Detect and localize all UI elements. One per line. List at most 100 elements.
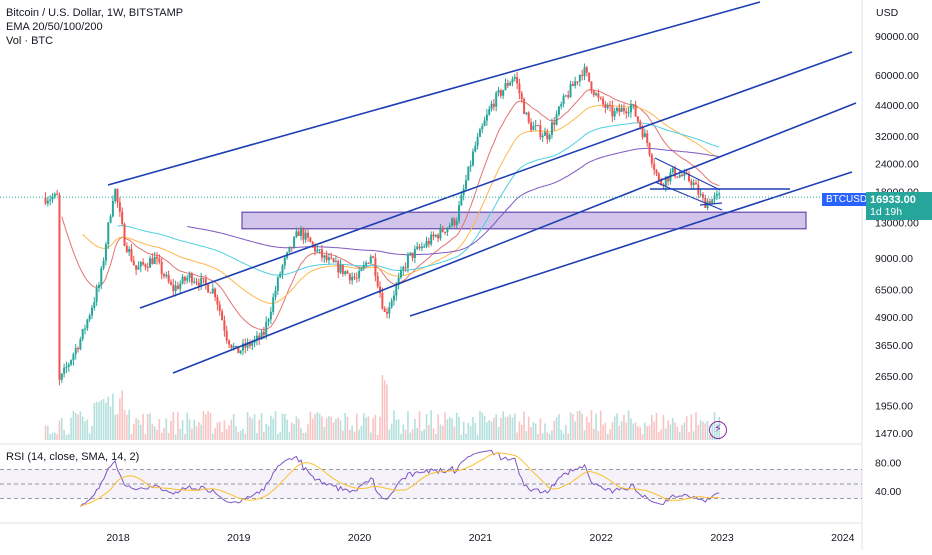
volume-bar — [702, 421, 704, 440]
volume-bar — [537, 434, 539, 440]
candle-body — [116, 189, 119, 203]
wedge-upper-line — [654, 157, 721, 191]
volume-bar — [86, 419, 89, 440]
candle-body — [81, 329, 84, 340]
candle-body — [478, 129, 481, 137]
volume-bar — [648, 425, 651, 440]
volume-bar — [490, 421, 493, 440]
volume-bar — [149, 413, 151, 440]
volume-bar — [697, 424, 700, 440]
volume-bar — [667, 420, 669, 440]
candle-body — [72, 354, 75, 361]
volume-bar — [223, 420, 226, 440]
candle-body — [506, 83, 509, 86]
volume-bar — [123, 409, 126, 440]
candle-body — [104, 244, 107, 261]
candle-body — [471, 151, 474, 166]
candle-body — [469, 165, 472, 167]
candle-body — [581, 74, 584, 77]
volume-bar — [272, 418, 274, 440]
candle-body — [602, 98, 605, 105]
candle-body — [458, 205, 461, 221]
volume-bar — [253, 414, 256, 440]
volume-bar — [709, 434, 711, 440]
volume-bar — [572, 414, 574, 440]
volume-bar — [205, 414, 207, 440]
candle-body — [146, 266, 149, 268]
candle-body — [216, 297, 219, 305]
candle-body — [181, 276, 184, 284]
volume-bar — [195, 426, 198, 440]
volume-bar — [142, 413, 144, 440]
candle-body — [355, 277, 358, 279]
volume-bar — [65, 434, 68, 440]
candle-body — [297, 231, 300, 236]
volume-bar — [174, 434, 177, 440]
volume-bar — [507, 416, 509, 440]
volume-bar — [574, 421, 576, 440]
volume-bar — [546, 432, 549, 440]
volume-bar — [198, 422, 200, 440]
volume-bar — [462, 421, 465, 440]
candle-body — [467, 166, 470, 181]
volume-bar — [695, 412, 697, 440]
volume-bar — [230, 419, 233, 440]
volume-bar — [655, 412, 658, 440]
candle-body — [246, 342, 249, 348]
volume-bar — [72, 410, 75, 440]
volume-bar — [151, 423, 154, 440]
candle-body — [255, 335, 258, 340]
lightning-icon[interactable]: ⚡ — [709, 421, 727, 439]
candle-body — [304, 232, 307, 240]
candle-body — [715, 193, 718, 196]
candle-body — [239, 350, 242, 354]
volume-bar — [114, 414, 117, 440]
candle-body — [211, 288, 214, 294]
volume-bar — [706, 420, 709, 440]
candle-body — [221, 311, 224, 321]
volume-bar — [265, 423, 268, 440]
volume-bar — [520, 424, 523, 440]
candle-body — [207, 284, 210, 293]
volume-bar — [93, 403, 96, 440]
candle-body — [701, 194, 704, 198]
candle-body — [446, 227, 449, 233]
candle-body — [688, 173, 691, 182]
volume-bar — [448, 417, 451, 440]
volume-bar — [172, 411, 175, 440]
volume-bar — [77, 414, 79, 440]
candle-body — [413, 249, 416, 259]
candle-body — [646, 133, 649, 143]
time-tick-label: 2022 — [590, 532, 614, 544]
volume-bar — [560, 429, 563, 440]
candle-body — [230, 344, 233, 348]
volume-bar — [351, 425, 353, 440]
volume-bar — [544, 423, 546, 440]
volume-bar — [74, 412, 77, 440]
candle-body — [711, 199, 714, 205]
candle-body — [690, 181, 693, 186]
candle-body — [406, 254, 409, 268]
candle-body — [676, 176, 679, 178]
candle-body — [518, 83, 521, 94]
candle-body — [125, 245, 128, 252]
candle-body — [657, 173, 660, 180]
volume-bar — [513, 413, 516, 440]
candle-body — [418, 246, 421, 249]
volume-bar — [407, 411, 409, 440]
volume-bar — [497, 426, 500, 440]
price-tick-label: 4900.00 — [875, 312, 913, 324]
volume-bar — [279, 431, 281, 440]
candle-body — [307, 232, 310, 238]
candle-body — [627, 112, 630, 114]
volume-bar — [95, 401, 98, 440]
volume-bar — [590, 410, 593, 440]
candle-body — [444, 231, 447, 233]
candle-body — [437, 234, 440, 239]
volume-bar — [634, 422, 637, 440]
candle-body — [613, 111, 616, 117]
volume-bar — [678, 431, 681, 440]
volume-bar — [602, 424, 604, 440]
